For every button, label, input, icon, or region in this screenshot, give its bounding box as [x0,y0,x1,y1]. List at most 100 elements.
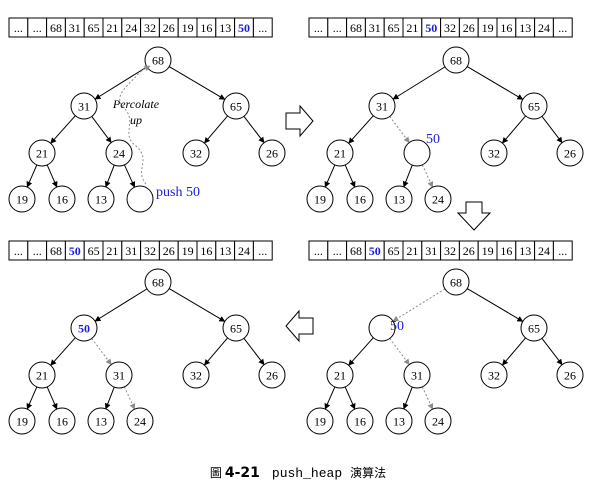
tree-node [306,185,334,213]
tree-node-label: 21 [334,369,346,383]
array-cell-value: ... [258,244,267,258]
tree-node [520,92,548,120]
array-cell-value-highlight: 50 [69,244,81,258]
array-cell-value: 65 [388,244,400,258]
caption-suffix: 演算法 [350,466,387,480]
tree-edge [324,386,336,410]
tree-edge [402,164,413,188]
tree-edge [46,386,58,410]
tree-node-label: 65 [528,100,540,114]
array-cell-value: 21 [406,21,418,35]
tree-edge [324,164,336,188]
tree-node [442,268,470,296]
tree-node-label: 26 [266,369,278,383]
array-cell-value: 16 [500,244,512,258]
array-cell-value: 21 [106,21,118,35]
tree-edge [123,386,136,410]
tree-edge [466,66,524,100]
tree-edge [348,337,374,366]
tree-node-label: 16 [56,415,68,429]
tree-node [424,185,452,213]
array-cell-value: ... [33,21,42,35]
array-cell-value: 19 [182,244,194,258]
array-cell-value: 16 [200,21,212,35]
array-cell-value: 13 [219,244,231,258]
array-cell-value: ... [558,21,567,35]
tree-node [48,407,76,435]
tree-node-label: 19 [314,193,326,207]
tree-node-label: 24 [432,415,444,429]
tree-node [126,407,154,435]
tree-node [346,407,374,435]
tree-node [144,46,172,74]
tree-node-label: 68 [450,276,462,290]
tree-node [222,314,250,342]
caption-number: 4-21 [224,465,260,481]
tree-node [424,407,452,435]
array-cell-value: ... [333,21,342,35]
array-cell-value: 19 [482,21,494,35]
heap-array: ...... 68 50 65 21 31 32 26 19 16 13 24... [308,240,573,261]
array-cell [252,240,273,261]
tree-node-label: 32 [488,369,500,383]
tree-node-label: 65 [528,322,540,336]
array-cell-value: 19 [482,244,494,258]
tree-edge [344,164,356,188]
tree-node [258,139,286,167]
array-cell-value: 16 [200,244,212,258]
pushed-value-label: 50 [390,319,404,334]
tree-node-label: 24 [113,147,125,161]
tree-node-label: 21 [36,147,48,161]
tree-node-label: 26 [564,147,576,161]
tree-node-label: 68 [152,276,164,290]
tree-node [222,92,250,120]
array-cell-value: 68 [350,21,362,35]
tree-edge [348,115,374,144]
array-cell-value: 32 [144,21,156,35]
panel-bottom-left: ...... 68 50 65 21 31 32 26 19 16 13 24 ... 68 50 65 21 3… [8,240,286,435]
tree-edge [392,66,446,100]
panel-bottom-right: ...... 68 50 65 21 31 32 26 19 16 13 24 ... 68 65 21 31 3… [306,240,584,435]
tree-node-label: 65 [230,100,242,114]
array-cell-value: 65 [388,21,400,35]
tree-edge [204,337,228,366]
pushed-value-label: 50 [426,132,440,147]
array-cell-value: 31 [425,244,437,258]
tree-node-label: 13 [393,193,405,207]
tree-edge [402,386,413,410]
tree-edge [502,115,526,144]
percolate-up-path [119,65,151,185]
tree-node-label: 13 [95,415,107,429]
tree-edge [392,288,446,322]
tree-edge [243,338,265,366]
tree-node-label: 31 [411,369,423,383]
tree-node-label: 31 [376,100,388,114]
tree-node-label: 31 [78,100,90,114]
array-cell-value: 32 [144,244,156,258]
tree-node-label: 19 [16,193,28,207]
tree-node-label: 32 [190,369,202,383]
tree-node [8,407,36,435]
tree-node-label: 32 [190,147,202,161]
tree-node [105,361,133,389]
tree-node [48,185,76,213]
heap-array: ...... 68 31 65 21 50 32 26 19 16 13 24... [308,17,573,38]
array-cell-value: 21 [106,244,118,258]
tree-node [87,185,115,213]
tree-edge [168,66,226,100]
array-cell-value: 32 [444,21,456,35]
tree-edge [466,288,524,322]
tree-node [28,139,56,167]
array-cell-value: ... [33,244,42,258]
tree-node [182,139,210,167]
tree-node [385,407,413,435]
array-cell-value: 31 [369,21,381,35]
tree-node-label: 26 [266,147,278,161]
tree-node-label: 26 [564,369,576,383]
array-cell-value-highlight: 50 [369,244,381,258]
tree-node [28,361,56,389]
tree-node-label: 68 [152,54,164,68]
tree-edge [50,115,76,144]
tree-node-label: 16 [354,415,366,429]
array-cell-value: 24 [538,21,550,35]
